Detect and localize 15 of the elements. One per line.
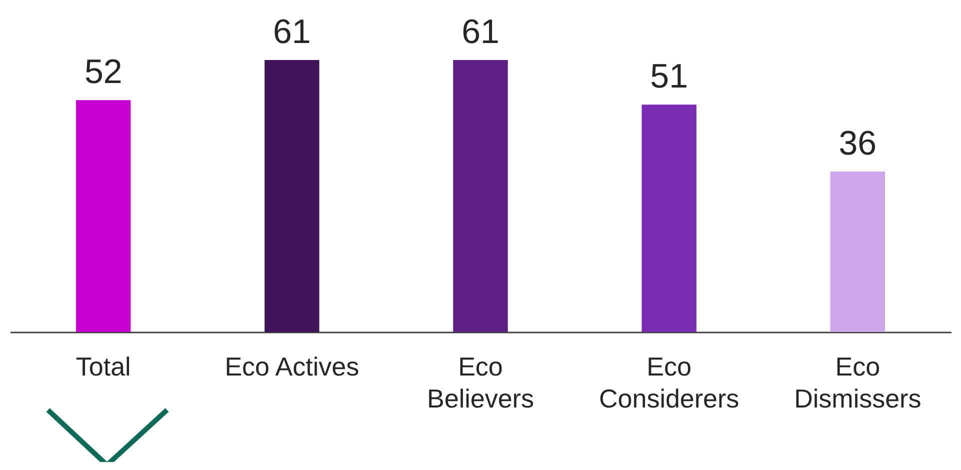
bar — [642, 104, 696, 332]
data-label: 36 — [838, 124, 877, 162]
bar — [453, 60, 508, 332]
bar — [76, 100, 131, 332]
data-label: 61 — [462, 13, 500, 51]
data-label: 61 — [273, 13, 311, 51]
x-tick-label: Eco Dismissers — [794, 352, 922, 414]
x-tick-label: Total — [76, 352, 131, 382]
bar — [264, 60, 320, 332]
x-tick-label: Eco Actives — [224, 352, 360, 382]
bar — [830, 171, 885, 332]
data-label: 51 — [650, 58, 688, 96]
x-tick-label: Eco Believers — [427, 352, 534, 414]
data-label: 52 — [84, 53, 122, 92]
x-tick-label: Eco Considerers — [598, 352, 740, 414]
